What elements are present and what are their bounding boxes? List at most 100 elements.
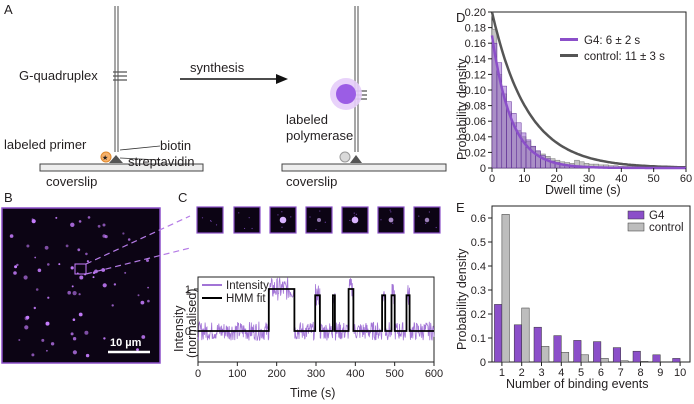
chart-d-ytick-label: 0.10 — [465, 85, 486, 97]
chart-e-xtick-label: 4 — [558, 367, 564, 379]
microscopy-image — [1, 207, 161, 364]
fluorescent-spot — [124, 271, 127, 274]
fluorescent-spot — [146, 259, 149, 262]
fluorescent-spot — [26, 244, 30, 248]
chart-e-ytick-label: 0.3 — [471, 285, 486, 297]
schematic-left: ★ — [39, 6, 204, 172]
frame-noise — [243, 227, 246, 230]
chart-d-ytick-label: 0.02 — [465, 147, 486, 159]
panel-label-a: A — [4, 2, 13, 17]
unlabeled-primer-icon — [339, 151, 351, 163]
chart-e-xtick-label: 1 — [499, 367, 505, 379]
trace-ticks: 0 100 200 300 400 500 600 0 1 — [185, 284, 443, 380]
frame-noise — [392, 222, 394, 224]
fluorescent-spot — [13, 271, 17, 275]
frame-noise — [209, 219, 212, 222]
g-quadruplex-label: G-quadruplex — [19, 68, 98, 83]
coverslip-right — [281, 163, 447, 172]
chart-d-xtick-label: 40 — [615, 173, 627, 185]
frame-noise — [319, 210, 321, 212]
chart-e-xtick-label: 2 — [519, 367, 525, 379]
chart-d-xlabel: Dwell time (s) — [545, 183, 621, 197]
chart-d-ytick-label: 0.20 — [465, 7, 486, 19]
fluorescent-spot — [78, 312, 83, 317]
fluorescent-spot — [18, 339, 21, 341]
fluorescent-spot — [44, 245, 49, 250]
coverslip-left-label: coverslip — [46, 174, 97, 189]
fluorescent-spot — [79, 275, 84, 280]
chart-d-ytick-label: 0.16 — [465, 38, 486, 50]
streptavidin-right-icon — [350, 155, 362, 163]
chart-e-xlabel: Number of binding events — [506, 377, 648, 391]
trace-xlabel: Time (s) — [290, 386, 335, 400]
fluorescent-spot — [37, 268, 42, 273]
legend-hmm-label: HMM fit — [226, 293, 266, 305]
fluorescent-spot — [47, 263, 50, 266]
chart-e-frame — [491, 205, 691, 363]
fluorescent-spot — [77, 248, 81, 252]
schematic-right — [281, 6, 447, 172]
fluorescent-spot — [14, 265, 18, 269]
labeled-polymerase-icon — [336, 84, 356, 104]
fluorescent-spot — [87, 216, 91, 219]
fluorescent-spot — [103, 337, 106, 340]
frame-noise — [324, 221, 326, 223]
fluorescent-spot — [102, 283, 107, 288]
fluorescent-spot — [97, 224, 101, 228]
fluorescent-spot — [72, 318, 76, 322]
legend-e-control-label: control — [649, 222, 684, 234]
control-bar — [580, 354, 589, 363]
legend-control-label: control: 11 ± 3 s — [584, 51, 665, 63]
chart-d-ytick-label: 0.08 — [465, 101, 486, 113]
chart-e-ytick-label: 0 — [480, 357, 486, 369]
chart-d-ytick-label: 0 — [480, 163, 486, 175]
trace-ytick-label: 1 — [185, 284, 191, 296]
fluorescent-spot — [141, 335, 146, 339]
fluorescent-spot — [85, 252, 88, 256]
fluorescent-spot — [25, 315, 30, 320]
frame-noise — [389, 209, 391, 211]
fluorescent-spot — [102, 234, 106, 238]
frame-spot — [279, 216, 287, 224]
control-bar — [521, 307, 530, 363]
frame-noise — [355, 213, 357, 215]
fluorescent-spot — [136, 348, 139, 351]
scale-bar-label: 10 µm — [110, 337, 142, 349]
frame-noise — [315, 228, 317, 231]
fluorescent-spot — [35, 288, 39, 291]
fluorescent-spot — [71, 285, 74, 288]
chart-e-xtick-label: 10 — [674, 367, 686, 379]
panel-label-b: B — [4, 190, 13, 205]
frame-spot — [316, 217, 322, 223]
microscopy-spots — [9, 216, 150, 358]
fluorescent-spot — [33, 306, 36, 310]
fluorescent-spot — [46, 349, 48, 352]
binding-events-chart: 1 2 3 4 5 6 7 8 9 10 0 0.1 0.2 0.3 0.4 0.5 0.6 — [471, 205, 691, 379]
fluorescent-spot — [45, 321, 50, 326]
streptavidin-left-icon — [109, 155, 123, 163]
frame-noise — [418, 215, 420, 217]
fluorescent-spot — [147, 299, 150, 303]
frame-thumbnail — [233, 206, 261, 234]
trace-ylabel-2: (normalised) — [185, 289, 199, 358]
fluorescent-spot — [92, 276, 95, 279]
fluorescent-spot — [70, 266, 74, 270]
frame-spot — [388, 217, 394, 223]
fluorescent-spot — [47, 296, 50, 299]
labeled-primer-icon — [100, 151, 112, 163]
panel-label-d: D — [456, 10, 465, 25]
frame-noise — [238, 212, 240, 214]
fluorescent-spot — [9, 234, 14, 238]
control-bar — [620, 360, 629, 363]
legend-g4-label: G4: 6 ± 2 s — [584, 35, 640, 47]
frame-noise — [215, 224, 218, 226]
frame-noise — [380, 219, 382, 221]
fluorescent-spot — [85, 353, 90, 358]
zoom-line-top — [85, 215, 191, 265]
coverslip-right-label: coverslip — [286, 174, 337, 189]
frame-noise — [277, 214, 279, 216]
trace-xtick-label: 500 — [385, 368, 403, 380]
legend-e-g4-label: G4 — [649, 210, 665, 222]
fluorescent-spot — [70, 222, 75, 227]
frame-spot — [351, 216, 359, 224]
